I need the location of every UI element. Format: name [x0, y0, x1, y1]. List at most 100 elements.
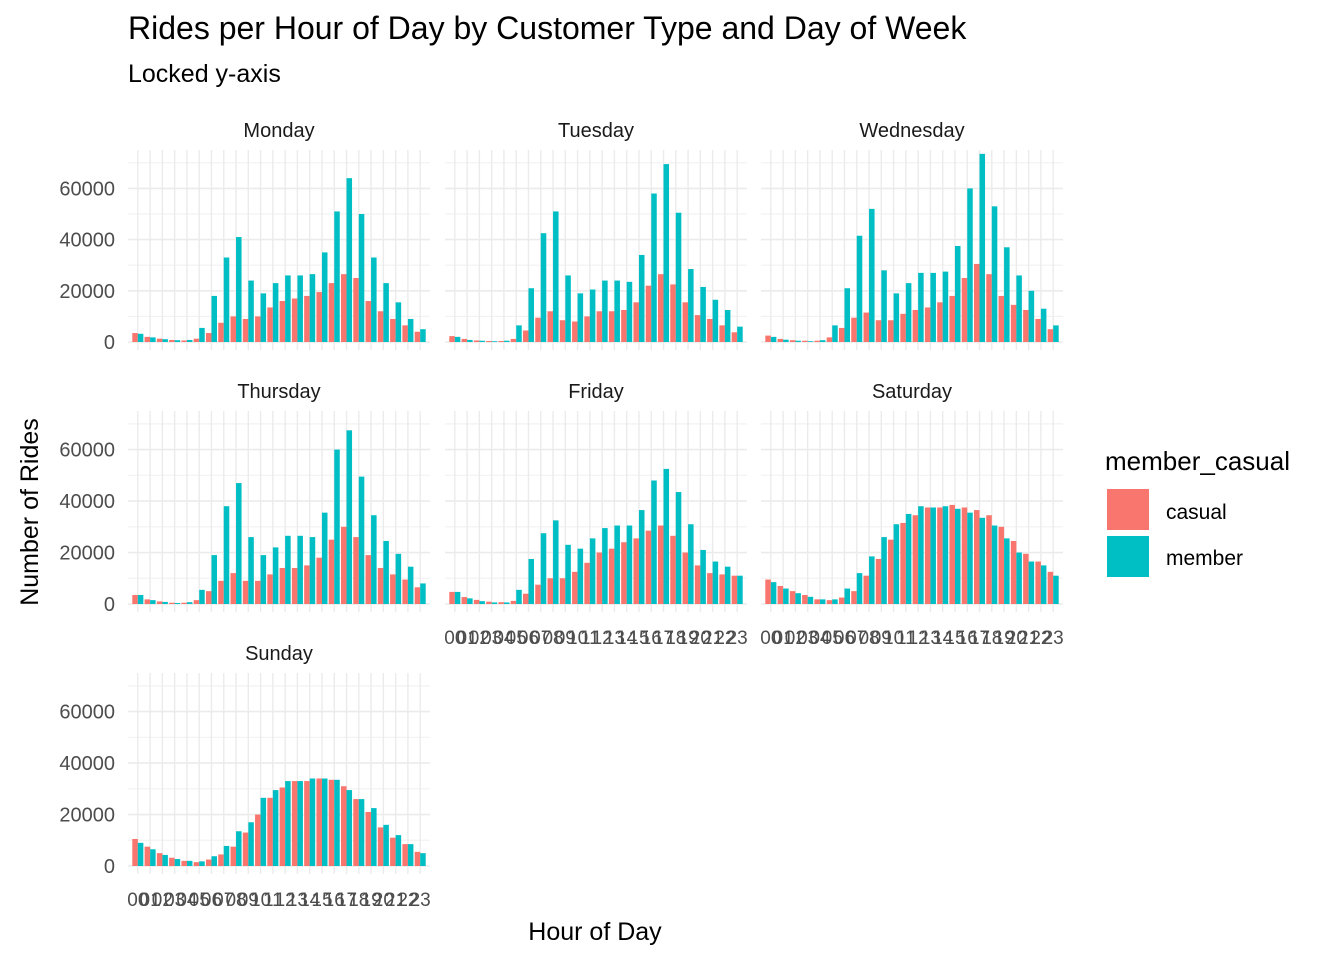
- bar-member: [174, 340, 181, 342]
- x-tick-label: 12: [275, 890, 296, 911]
- bar-casual: [645, 530, 652, 604]
- bar-casual: [998, 526, 1005, 604]
- x-tick-label: 18: [981, 628, 1002, 649]
- bar-member: [503, 340, 510, 342]
- bar-member: [700, 549, 706, 604]
- bar-member: [869, 208, 875, 342]
- bar-casual: [707, 573, 713, 604]
- bar-casual: [181, 340, 187, 342]
- bar-casual: [353, 537, 359, 604]
- bar-member: [334, 211, 340, 342]
- bar-casual: [1035, 561, 1041, 604]
- bar-member: [712, 299, 719, 342]
- y-tick-label: 20000: [59, 805, 115, 827]
- bar-member: [223, 506, 230, 604]
- bar-casual: [193, 600, 200, 604]
- bar-member: [540, 533, 547, 604]
- bar-member: [321, 512, 328, 604]
- bar-member: [577, 293, 584, 342]
- bar-casual: [498, 340, 504, 342]
- bar-casual: [731, 332, 738, 342]
- bar-member: [819, 599, 826, 604]
- y-tick-label: 60000: [59, 702, 115, 724]
- x-tick-label: 15: [944, 628, 965, 649]
- bar-member: [137, 594, 144, 604]
- chart-subtitle: Locked y-axis: [128, 60, 281, 88]
- bar-casual: [279, 567, 286, 604]
- bar-member: [1016, 552, 1022, 604]
- bar-member: [297, 275, 303, 342]
- bar-member: [454, 336, 461, 342]
- bar-casual: [473, 599, 480, 604]
- x-tick-label: 12: [908, 628, 929, 649]
- y-tick-label: 60000: [59, 440, 115, 462]
- bar-casual: [814, 340, 820, 342]
- bar-member: [1028, 290, 1035, 342]
- bar-member: [783, 339, 789, 342]
- bar-casual: [633, 538, 639, 604]
- bar-casual: [802, 594, 808, 604]
- bar-casual: [888, 539, 894, 604]
- bar-member: [162, 601, 168, 604]
- bar-casual: [132, 838, 138, 866]
- bar-member: [881, 537, 887, 604]
- bar-member: [358, 214, 365, 342]
- bar-casual: [731, 575, 738, 604]
- bar-member: [162, 854, 168, 866]
- bar-casual: [486, 340, 492, 342]
- bar-member: [371, 808, 377, 866]
- bar-casual: [1023, 310, 1029, 342]
- bar-casual: [719, 574, 725, 604]
- bar-casual: [777, 338, 784, 342]
- bar-casual: [377, 827, 384, 866]
- x-tick-label: 09: [238, 890, 259, 911]
- x-tick-label: 17: [969, 628, 990, 649]
- bar-casual: [510, 600, 517, 604]
- bar-casual: [486, 601, 492, 604]
- bar-member: [856, 573, 863, 604]
- bar-casual: [789, 591, 796, 604]
- bar-member: [186, 602, 193, 604]
- bar-casual: [572, 571, 578, 604]
- bar-casual: [390, 318, 396, 342]
- bar-casual: [267, 307, 273, 342]
- bar-casual: [156, 601, 163, 604]
- x-tick-label: 21: [702, 628, 723, 649]
- bar-casual: [205, 859, 212, 866]
- bar-member: [174, 602, 181, 604]
- bar-casual: [279, 787, 286, 866]
- bar-casual: [888, 320, 894, 342]
- bar-casual: [949, 295, 955, 342]
- bar-member: [321, 778, 328, 866]
- bar-casual: [365, 555, 372, 604]
- x-tick-label: 04: [176, 890, 198, 911]
- bar-casual: [670, 535, 676, 604]
- bar-member: [565, 544, 571, 604]
- bar-casual: [559, 320, 566, 342]
- x-tick-label: 18: [348, 890, 369, 911]
- bar-casual: [218, 580, 224, 604]
- bar-member: [638, 254, 645, 342]
- x-tick-label: 07: [213, 890, 234, 911]
- bar-member: [528, 288, 535, 342]
- bar-casual: [826, 600, 833, 604]
- bar-casual: [961, 278, 968, 342]
- facet-title: Wednesday: [859, 120, 964, 142]
- bar-casual: [572, 321, 578, 342]
- bar-casual: [242, 832, 249, 866]
- bar-member: [724, 310, 731, 342]
- bar-casual: [682, 302, 689, 342]
- x-tick-label: 10: [567, 628, 588, 649]
- x-tick-label: 01: [140, 890, 161, 911]
- x-tick-label: 22: [1030, 628, 1051, 649]
- bar-member: [783, 588, 789, 604]
- bar-casual: [353, 799, 359, 866]
- x-tick-label: 15: [311, 890, 332, 911]
- bar-casual: [390, 574, 396, 604]
- bar-casual: [986, 515, 992, 604]
- bar-member: [565, 275, 571, 342]
- bar-casual: [193, 862, 200, 866]
- bar-member: [770, 336, 777, 342]
- bar-member: [770, 582, 777, 604]
- facet-panel-tuesday: Tuesday: [445, 120, 747, 350]
